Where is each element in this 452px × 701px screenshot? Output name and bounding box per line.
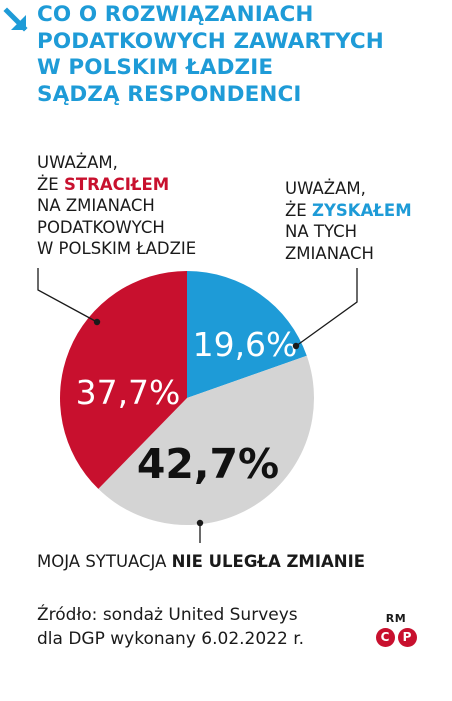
source-line: Źródło: sondaż United Surveys bbox=[37, 605, 298, 625]
annotation-line: UWAŻAM, bbox=[285, 179, 366, 198]
leader-line-lost-dot bbox=[93, 318, 101, 326]
annotation-gained: UWAŻAM, ŻE ZYSKAŁEM NA TYCH ZMIANACH bbox=[285, 178, 412, 264]
annotation-lost: UWAŻAM, ŻE STRACIŁEM NA ZMIANACH PODATKO… bbox=[37, 152, 196, 260]
annotation-line: NA ZMIANACH bbox=[37, 196, 155, 215]
pie-slice-unchanged bbox=[98, 355, 314, 525]
annotation-highlight: NIE ULEGŁA ZMIANIE bbox=[171, 552, 365, 571]
annotation-unchanged: MOJA SYTUACJA NIE ULEGŁA ZMIANIE bbox=[37, 551, 365, 573]
leader-line-unchanged-dot bbox=[196, 519, 204, 527]
source-note: Źródło: sondaż United Surveys dla DGP wy… bbox=[37, 603, 304, 651]
annotation-line: UWAŻAM, bbox=[37, 153, 118, 172]
annotation-line: W POLSKIM ŁADZIE bbox=[37, 239, 197, 258]
annotation-text: MOJA SYTUACJA bbox=[37, 552, 172, 571]
annotation-text: ŻE bbox=[37, 174, 64, 194]
leader-line-lost bbox=[37, 268, 98, 323]
annotation-line: PODATKOWYCH bbox=[37, 217, 165, 237]
title-line: PODATKOWYCH ZAWARTYCH bbox=[37, 28, 384, 54]
copyright-icon: C bbox=[375, 628, 395, 647]
data-label-lost: 37,7% bbox=[76, 373, 181, 412]
chart-title: CO O ROZWIĄZANIACH PODATKOWYCH ZAWARTYCH… bbox=[37, 2, 447, 108]
leader-line-gained-dot bbox=[292, 342, 300, 350]
brand-text: RM bbox=[385, 612, 407, 625]
leader-line-gained bbox=[295, 268, 358, 347]
annotation-highlight: STRACIŁEM bbox=[63, 174, 170, 194]
p-circle-icon: P bbox=[397, 628, 417, 647]
title-line: CO O ROZWIĄZANIACH bbox=[37, 2, 314, 27]
annotation-line: NA TYCH bbox=[285, 222, 358, 241]
data-label-unchanged: 42,7% bbox=[137, 440, 279, 488]
arrow-down-right-icon bbox=[2, 6, 32, 36]
pie-slice-lost bbox=[60, 271, 188, 489]
title-line: W POLSKIM ŁADZIE bbox=[37, 55, 274, 80]
annotation-text: ŻE bbox=[285, 200, 312, 220]
data-label-gained: 19,6% bbox=[193, 325, 298, 364]
annotation-highlight: ZYSKAŁEM bbox=[311, 200, 412, 220]
pie-slice-gained bbox=[187, 271, 307, 398]
annotation-line: ZMIANACH bbox=[285, 243, 374, 263]
brand-mark: RM C P bbox=[371, 612, 421, 647]
title-line: SĄDZĄ RESPONDENCI bbox=[37, 81, 302, 107]
annotation-line: ŻE STRACIŁEM bbox=[37, 174, 196, 196]
source-line: dla DGP wykonany 6.02.2022 r. bbox=[37, 629, 305, 649]
annotation-line: ŻE ZYSKAŁEM bbox=[285, 200, 412, 222]
